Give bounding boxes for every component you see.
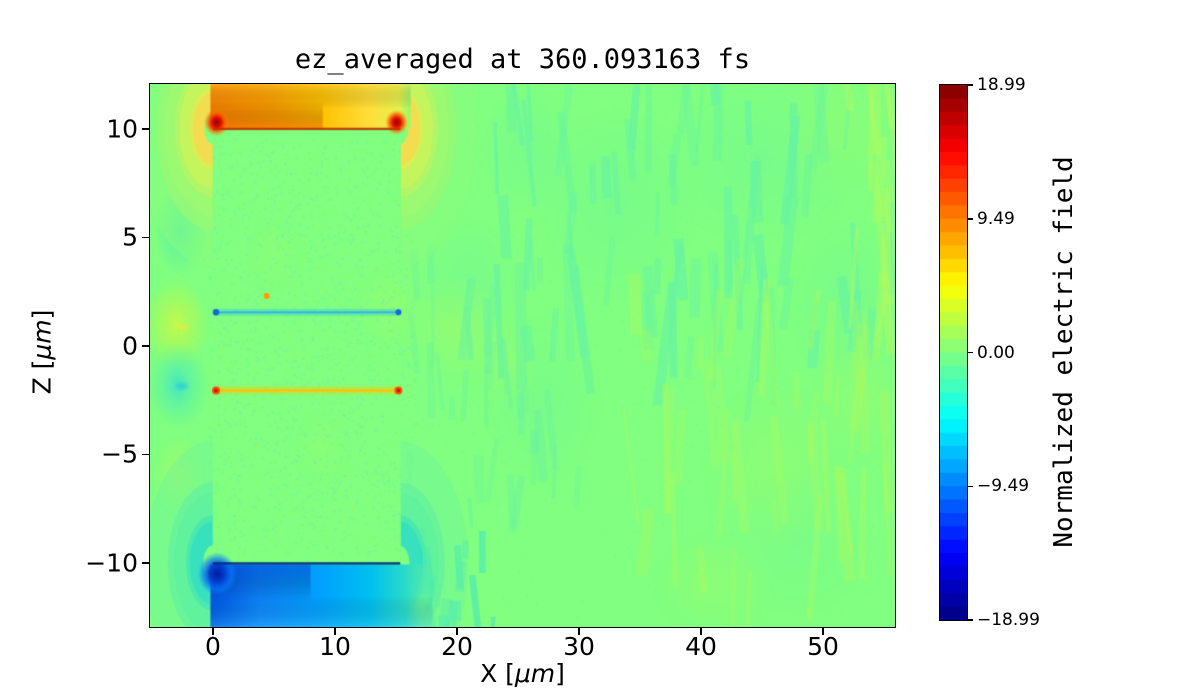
colorbar-tick-mark	[967, 619, 973, 621]
colorbar-tick-label: 9.49	[977, 208, 1015, 229]
colorbar-tick-mark	[967, 84, 973, 86]
y-tick-label: 10	[106, 114, 138, 144]
x-axis-label-pre: X [	[480, 659, 515, 688]
heatmap-canvas	[150, 84, 895, 627]
y-tick-mark	[142, 128, 149, 130]
x-tick-mark	[334, 628, 336, 635]
x-axis-label: X [μm]	[150, 659, 895, 688]
y-tick-label: −5	[101, 439, 138, 469]
x-tick-mark	[822, 628, 824, 635]
x-tick-mark	[700, 628, 702, 635]
y-tick-label: −10	[85, 548, 138, 578]
y-tick-label: 0	[122, 331, 138, 361]
y-tick-mark	[142, 453, 149, 456]
x-tick-mark	[578, 628, 580, 635]
x-tick-label: 50	[807, 632, 839, 661]
x-axis-label-post: ]	[555, 659, 565, 688]
y-tick-mark	[142, 562, 149, 564]
chart-title: ez_averaged at 360.093163 fs	[294, 44, 751, 75]
colorbar-tick-label: −18.99	[977, 610, 1040, 630]
colorbar-tick-mark	[967, 485, 973, 487]
x-tick-mark	[212, 628, 214, 635]
colorbar-tick-mark	[967, 351, 973, 354]
x-tick-label: 30	[563, 632, 595, 661]
colorbar-tick-label: 0.00	[977, 342, 1015, 363]
x-tick-label: 0	[205, 632, 221, 661]
y-axis-label-post: ]	[27, 309, 57, 320]
colorbar-tick-label: −9.49	[977, 476, 1030, 497]
y-tick-label: 5	[122, 222, 138, 252]
y-axis-unit: μm	[27, 319, 57, 360]
y-axis-label: Z [μm]	[28, 310, 57, 395]
x-tick-label: 40	[685, 632, 717, 661]
x-tick-label: 20	[441, 632, 473, 661]
colorbar-tick-label: 18.99	[977, 75, 1026, 95]
x-tick-label: 10	[319, 632, 351, 661]
x-axis-unit: μm	[514, 659, 556, 688]
y-tick-mark	[142, 236, 149, 239]
colorbar-label: Normalized electric field	[1049, 156, 1079, 548]
colorbar-tick-mark	[967, 218, 973, 220]
colorbar-canvas	[940, 85, 967, 620]
x-tick-mark	[456, 628, 458, 635]
y-axis-label-pre: Z [	[27, 359, 57, 395]
y-tick-mark	[142, 345, 149, 347]
